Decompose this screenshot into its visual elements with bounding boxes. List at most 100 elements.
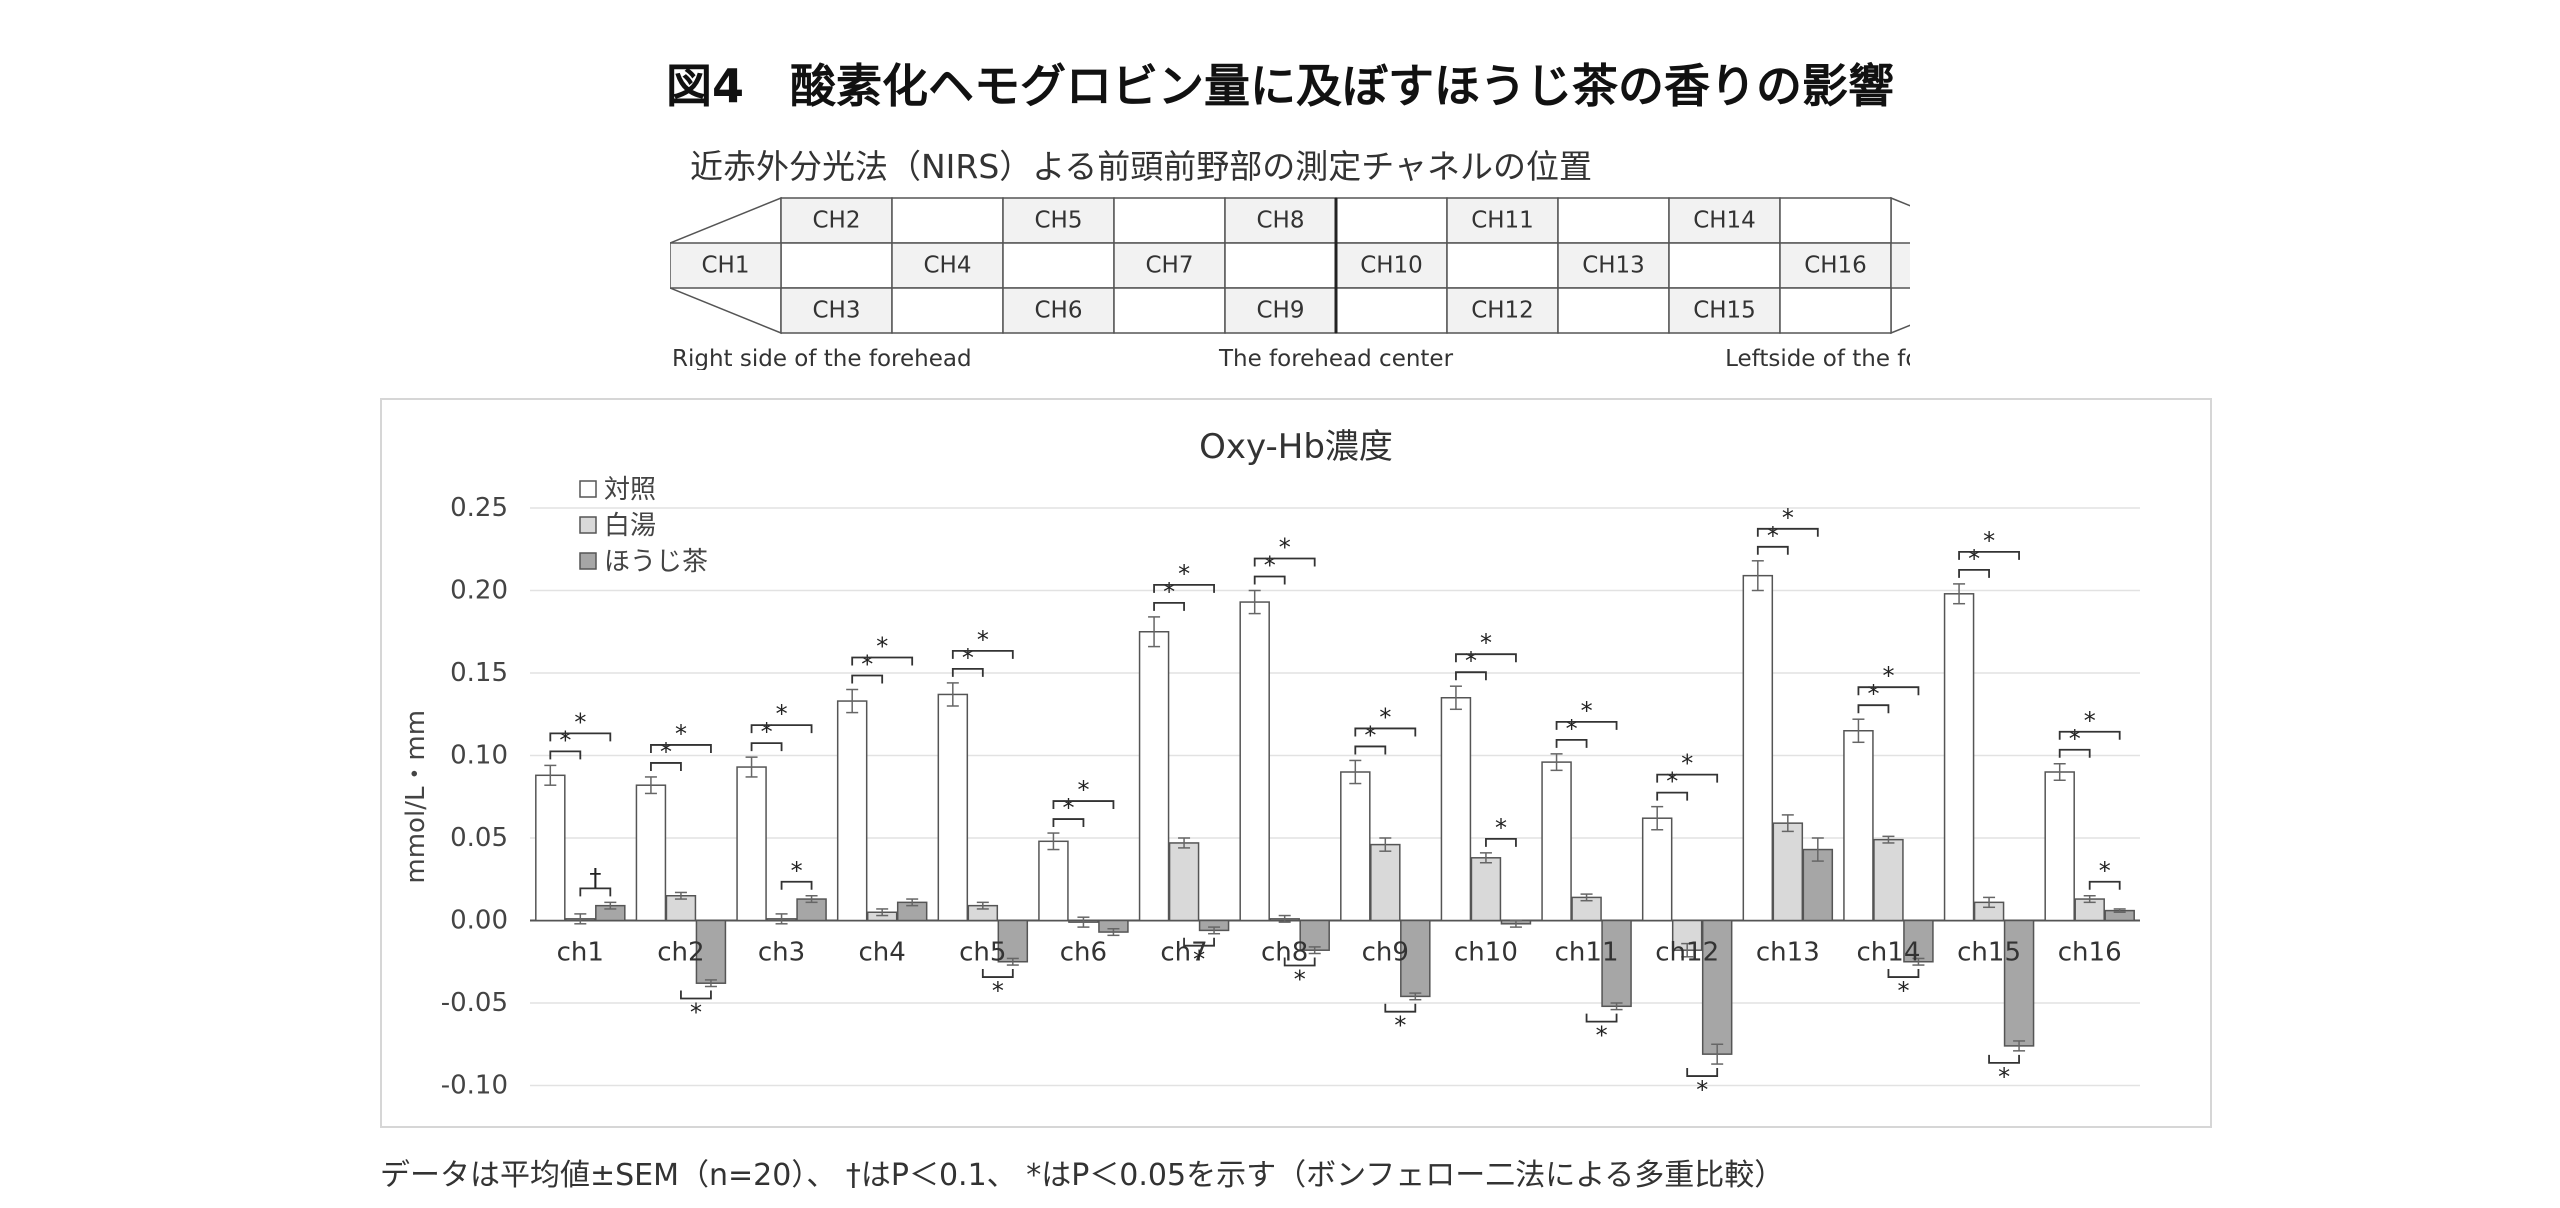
- x-tick-label: ch5: [959, 938, 1006, 968]
- bar: [937, 693, 969, 922]
- channel-label: CH10: [1360, 253, 1423, 279]
- x-tick-label: ch11: [1555, 938, 1619, 968]
- bar: [1601, 919, 1632, 1008]
- sig-mark: *: [1566, 715, 1578, 743]
- y-axis-label: mmol/L・mm: [401, 710, 431, 884]
- sig-bracket: [851, 656, 914, 666]
- bar: [1470, 857, 1502, 922]
- sig-mark: *: [1077, 776, 1089, 804]
- bar: [1299, 919, 1330, 951]
- sig-mark: *: [574, 708, 586, 736]
- sig-bracket: [579, 887, 612, 897]
- diagram-cell: [1668, 197, 1781, 244]
- channel-diagram: CH2 CH5 CH8 CH11 CH14 CH1 CH4 CH7 CH10 CH13 CH16 CH…: [670, 196, 1910, 370]
- sig-bracket: [1686, 1068, 1719, 1077]
- legend-swatch: [579, 516, 597, 534]
- label-center: The forehead center: [1218, 346, 1454, 370]
- bar: [1742, 574, 1774, 922]
- sig-mark: *: [1882, 662, 1894, 690]
- sig-bracket: [851, 674, 884, 684]
- y-tick-label: 0.05: [450, 823, 508, 853]
- sig-mark: *: [1782, 504, 1794, 532]
- bar: [1873, 838, 1904, 922]
- legend-swatch: [579, 552, 597, 570]
- sig-bracket: [1384, 1003, 1417, 1013]
- bar: [1541, 761, 1572, 922]
- sig-mark: *: [977, 626, 989, 654]
- channel-label: CH4: [924, 253, 972, 279]
- sig-bracket: [1656, 773, 1719, 783]
- sig-bracket: [1555, 720, 1618, 730]
- channel-label: CH2: [813, 208, 861, 234]
- sig-mark: *: [776, 700, 788, 728]
- sig-mark: *: [876, 633, 888, 661]
- sig-bracket: [1153, 584, 1215, 593]
- bar: [997, 919, 1029, 963]
- sig-mark: *: [1968, 545, 1980, 573]
- sig-mark: *: [1867, 680, 1879, 708]
- sig-bracket: [1253, 557, 1316, 567]
- sig-mark: *: [962, 644, 974, 672]
- diagram-cell: [1335, 242, 1448, 289]
- channel-label: CH12: [1471, 298, 1534, 324]
- x-tick-label: ch2: [657, 938, 704, 968]
- sig-bracket: [1183, 937, 1215, 947]
- sig-mark: *: [1394, 1012, 1406, 1040]
- bar: [1168, 842, 1200, 922]
- bar: [1701, 919, 1733, 1055]
- sig-bracket: [750, 724, 813, 734]
- channel-label: CH5: [1035, 208, 1083, 234]
- bar: [1239, 601, 1270, 922]
- sig-bracket: [1958, 569, 1990, 578]
- sig-bracket: [1354, 745, 1387, 755]
- diagram-cell: [1113, 197, 1226, 244]
- x-tick-label: ch10: [1454, 938, 1518, 968]
- sig-bracket: [650, 744, 712, 753]
- sig-bracket: [1887, 969, 1920, 978]
- y-tick-label: 0.00: [450, 906, 508, 936]
- diagram-cell: [1557, 197, 1670, 244]
- sig-mark: *: [690, 999, 702, 1027]
- channel-label: CH6: [1035, 298, 1083, 324]
- sig-bracket: [1756, 545, 1789, 555]
- sig-mark: *: [1767, 522, 1779, 550]
- bar: [1641, 817, 1673, 922]
- sig-bracket: [981, 969, 1014, 978]
- x-tick-label: ch14: [1857, 938, 1921, 968]
- diagram-cell: [1113, 287, 1226, 334]
- sig-mark: *: [1666, 768, 1678, 796]
- diagram-cell: [891, 287, 1004, 334]
- sig-mark: *: [1294, 966, 1306, 994]
- sig-mark: †: [589, 863, 601, 891]
- x-tick-label: ch6: [1060, 938, 1107, 968]
- y-tick-label: -0.10: [441, 1071, 508, 1101]
- bar: [1340, 771, 1371, 922]
- sig-mark: *: [1897, 977, 1909, 1005]
- diagram-cell: [1224, 197, 1337, 244]
- bar: [1772, 822, 1804, 922]
- sig-mark: *: [1465, 647, 1477, 675]
- oxy-hb-chart: Oxy-Hb濃度 0.25 0.20 0.15 0.10 0.05 0.00 -0.05 -0.…: [401, 427, 2140, 1104]
- nirs-title: 近赤外分光法（NIRS）よる前頭前野部の測定チャネルの位置: [690, 147, 1592, 186]
- sig-bracket: [951, 650, 1014, 659]
- sig-mark: *: [1696, 1076, 1708, 1104]
- diagram-cell: [1779, 242, 1892, 289]
- channel-label: CH3: [813, 298, 861, 324]
- bar: [2044, 771, 2075, 922]
- sig-bracket: [1455, 653, 1517, 663]
- x-tick-label: ch13: [1756, 938, 1820, 968]
- diagram-cell: [1446, 287, 1559, 334]
- diagram-cell: [1335, 197, 1448, 244]
- sig-bracket: [1585, 1013, 1618, 1023]
- diagram-cell: [780, 242, 893, 289]
- sig-mark: *: [1379, 703, 1391, 731]
- sig-bracket: [1052, 818, 1085, 828]
- sig-mark: *: [1062, 794, 1074, 822]
- sig-bracket: [549, 750, 582, 760]
- sig-bracket: [1052, 800, 1115, 810]
- sig-mark: *: [861, 651, 873, 679]
- bar: [1440, 697, 1472, 922]
- bar: [1400, 919, 1431, 998]
- sig-mark: *: [761, 718, 773, 746]
- sig-bracket: [1153, 602, 1185, 611]
